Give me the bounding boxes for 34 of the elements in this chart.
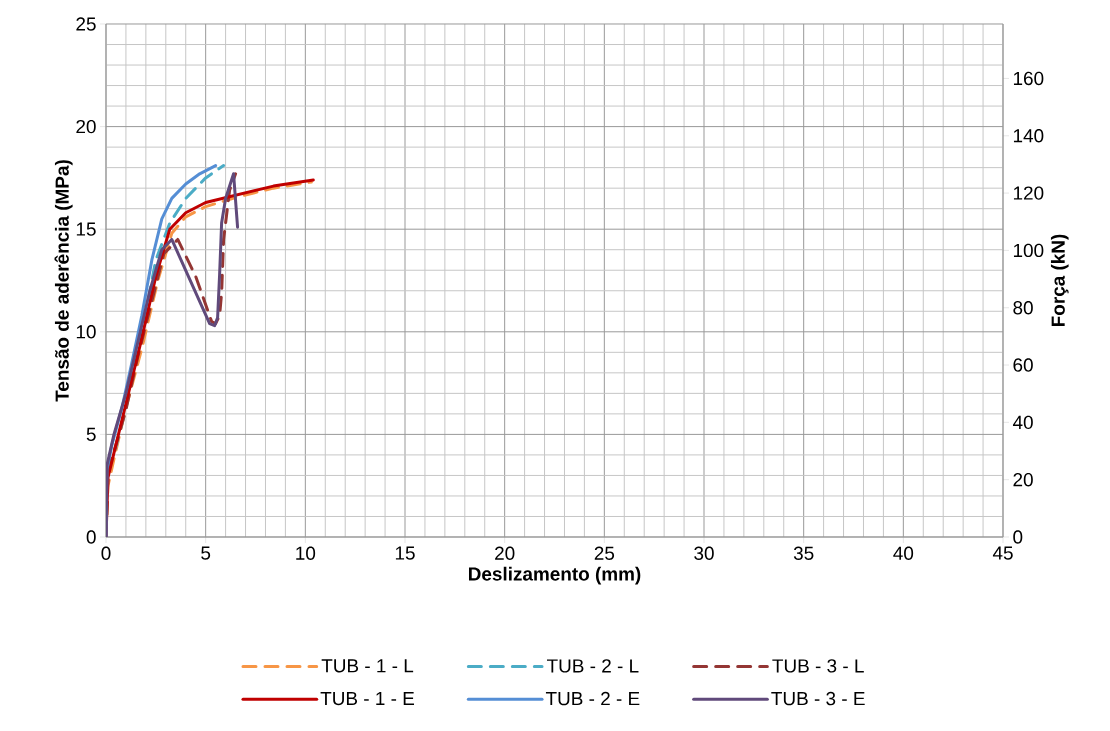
y-tick-label: 15 [76, 222, 96, 236]
x-tick-label: 20 [495, 546, 515, 560]
x-tick-label: 25 [594, 546, 615, 560]
legend-label: TUB - 2 - E [545, 691, 640, 706]
y2-tick-label: 140 [1013, 129, 1044, 143]
x-axis-title: Deslizamento (mm) [468, 566, 641, 585]
legend-label: TUB - 1 - L [321, 659, 414, 673]
y2-tick-label: 40 [1012, 415, 1033, 430]
x-tick-label: 45 [992, 546, 1013, 560]
y2-tick-label: 80 [1013, 301, 1033, 315]
x-tick-label: 15 [395, 546, 415, 560]
x-tick-label: 5 [201, 546, 211, 560]
y-axis-title: Tensão de aderência (MPa) [54, 160, 73, 402]
legend-label: TUB - 2 - L [546, 659, 639, 673]
x-tick-label: 10 [296, 546, 316, 560]
y-tick-label: 20 [76, 119, 96, 134]
y2-tick-label: 60 [1013, 358, 1033, 372]
legend-label: TUB - 1 - E [320, 691, 415, 706]
x-tick-label: 0 [101, 546, 111, 560]
legend-label: TUB - 3 - L [772, 659, 864, 673]
y2-tick-label: 20 [1013, 472, 1033, 487]
x-tick-label: 30 [694, 546, 714, 560]
y-tick-label: 25 [76, 17, 96, 31]
x-tick-label: 35 [793, 546, 814, 560]
y2-tick-label: 160 [1013, 71, 1044, 86]
y-tick-label: 10 [76, 325, 96, 339]
y-tick-label: 0 [86, 530, 96, 544]
legend-label: TUB - 3 - E [771, 691, 865, 706]
x-tick-label: 40 [893, 546, 914, 560]
y2-axis-title: Força (kN) [1050, 234, 1069, 327]
y2-tick-label: 0 [1013, 530, 1023, 544]
y-tick-label: 5 [86, 427, 96, 442]
y2-tick-label: 120 [1013, 186, 1044, 200]
y2-tick-label: 100 [1013, 243, 1044, 258]
